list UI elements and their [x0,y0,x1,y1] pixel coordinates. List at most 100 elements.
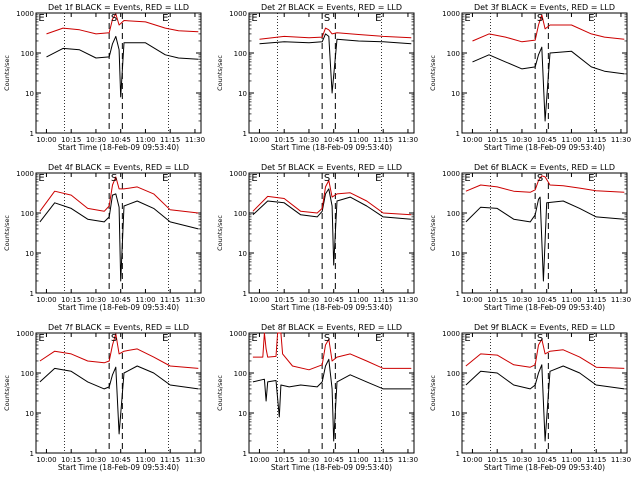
chart-panel: Det 4f BLACK = Events, RED = LLD Counts/s… [3,163,205,312]
chart-panel: Det 5f BLACK = Events, RED = LLD Counts/s… [216,163,418,312]
x-tick-label: 10:00 [249,456,269,464]
series-line-lld [259,27,412,40]
y-tick-label: 10 [451,410,460,418]
x-tick-label: 11:00 [135,136,155,144]
y-tick-label: 1000 [229,10,247,18]
chart-panel: Det 8f BLACK = Events, RED = LLD Counts/s… [216,323,418,472]
y-axis-label: Counts/sec [216,215,224,251]
y-tick-label: 10 [238,410,247,418]
x-tick-label: 10:00 [36,136,56,144]
y-tick-label: 1000 [442,170,460,178]
x-tick-label: 10:30 [299,136,319,144]
y-tick-label: 1 [243,130,247,138]
y-tick-label: 1000 [442,330,460,338]
x-tick-label: 10:45 [111,136,131,144]
x-tick-label: 11:00 [348,296,368,304]
x-tick-label: 10:30 [86,296,106,304]
y-tick-label: 1000 [16,330,34,338]
chart-panel: Det 1f BLACK = Events, RED = LLD Counts/s… [3,3,205,152]
chart-title: Det 7f BLACK = Events, RED = LLD [48,323,189,332]
series-line-lld [252,180,412,216]
y-tick-label: 10 [25,250,34,258]
y-axis-label: Counts/sec [216,55,224,91]
y-tick-label: 1000 [16,10,34,18]
x-tick-label: 10:15 [61,296,81,304]
x-tick-label: 10:45 [324,456,344,464]
x-axis-label: Start Time (18-Feb-09 09:53:40) [484,303,605,312]
series-line-events [252,358,412,442]
y-tick-label: 1000 [442,10,460,18]
x-axis-label: Start Time (18-Feb-09 09:53:40) [484,463,605,472]
x-tick-label: 10:15 [274,136,294,144]
x-tick-label: 10:30 [86,136,106,144]
y-tick-label: 1 [456,450,460,458]
series-line-events [39,365,199,435]
x-tick-label: 11:30 [185,456,205,464]
series-line-events [46,35,199,98]
x-tick-label: 11:00 [348,136,368,144]
time-marker-label: E [162,13,168,24]
time-marker-label: E [588,173,594,184]
chart-panel: Det 6f BLACK = Events, RED = LLD Counts/s… [429,163,631,312]
series-line-lld [39,176,199,214]
y-tick-label: 1 [30,450,34,458]
x-axis-label: Start Time (18-Feb-09 09:53:40) [271,463,392,472]
series-line-events [472,46,625,122]
x-tick-label: 11:30 [611,456,631,464]
x-tick-label: 11:15 [373,456,393,464]
y-axis-label: Counts/sec [429,55,437,91]
chart-title: Det 2f BLACK = Events, RED = LLD [261,3,402,12]
series-line-events [39,193,199,282]
x-tick-label: 11:30 [398,136,418,144]
x-tick-label: 11:30 [185,296,205,304]
x-tick-label: 11:00 [561,136,581,144]
x-axis-label: Start Time (18-Feb-09 09:53:40) [58,303,179,312]
chart-title: Det 5f BLACK = Events, RED = LLD [261,163,402,172]
plot-frame [35,172,202,294]
x-tick-label: 10:15 [61,456,81,464]
y-tick-label: 10 [25,410,34,418]
y-tick-label: 1000 [16,170,34,178]
y-tick-label: 10 [238,250,247,258]
chart-panel: Det 7f BLACK = Events, RED = LLD Counts/s… [3,323,205,472]
y-tick-label: 10 [451,250,460,258]
time-marker-label: S [111,13,117,24]
x-axis-label: Start Time (18-Feb-09 09:53:40) [271,143,392,152]
y-tick-label: 1 [30,290,34,298]
time-marker-label: S [324,13,330,24]
plot-frame [35,12,202,134]
x-axis-label: Start Time (18-Feb-09 09:53:40) [271,303,392,312]
chart-panel: Det 9f BLACK = Events, RED = LLD Counts/s… [429,323,631,472]
x-tick-label: 10:45 [324,136,344,144]
x-tick-label: 11:15 [586,296,606,304]
x-tick-label: 10:15 [61,136,81,144]
y-tick-label: 1 [456,290,460,298]
series-line-lld [472,14,625,43]
x-tick-label: 10:45 [537,296,557,304]
time-marker-label: E [375,13,381,24]
time-marker-label: E [38,173,44,184]
y-axis-label: Counts/sec [429,375,437,411]
x-tick-label: 10:00 [462,456,482,464]
time-marker-label: E [375,333,381,344]
plot-frame [248,332,415,454]
series-line-lld [39,333,199,369]
x-tick-label: 11:30 [611,296,631,304]
time-marker-label: E [251,173,257,184]
x-tick-label: 10:00 [249,296,269,304]
x-tick-label: 10:15 [487,456,507,464]
x-tick-label: 11:30 [185,136,205,144]
x-axis-label: Start Time (18-Feb-09 09:53:40) [484,143,605,152]
x-tick-label: 10:45 [537,136,557,144]
x-tick-label: 10:15 [274,296,294,304]
x-tick-label: 11:30 [611,136,631,144]
plot-frame [461,172,628,294]
time-marker-label: E [464,333,470,344]
x-axis-label: Start Time (18-Feb-09 09:53:40) [58,463,179,472]
y-tick-label: 100 [447,50,460,58]
x-tick-label: 11:00 [561,456,581,464]
time-marker-label: S [324,333,330,344]
x-tick-label: 10:00 [462,136,482,144]
series-line-events [465,196,625,282]
y-tick-label: 1 [456,130,460,138]
